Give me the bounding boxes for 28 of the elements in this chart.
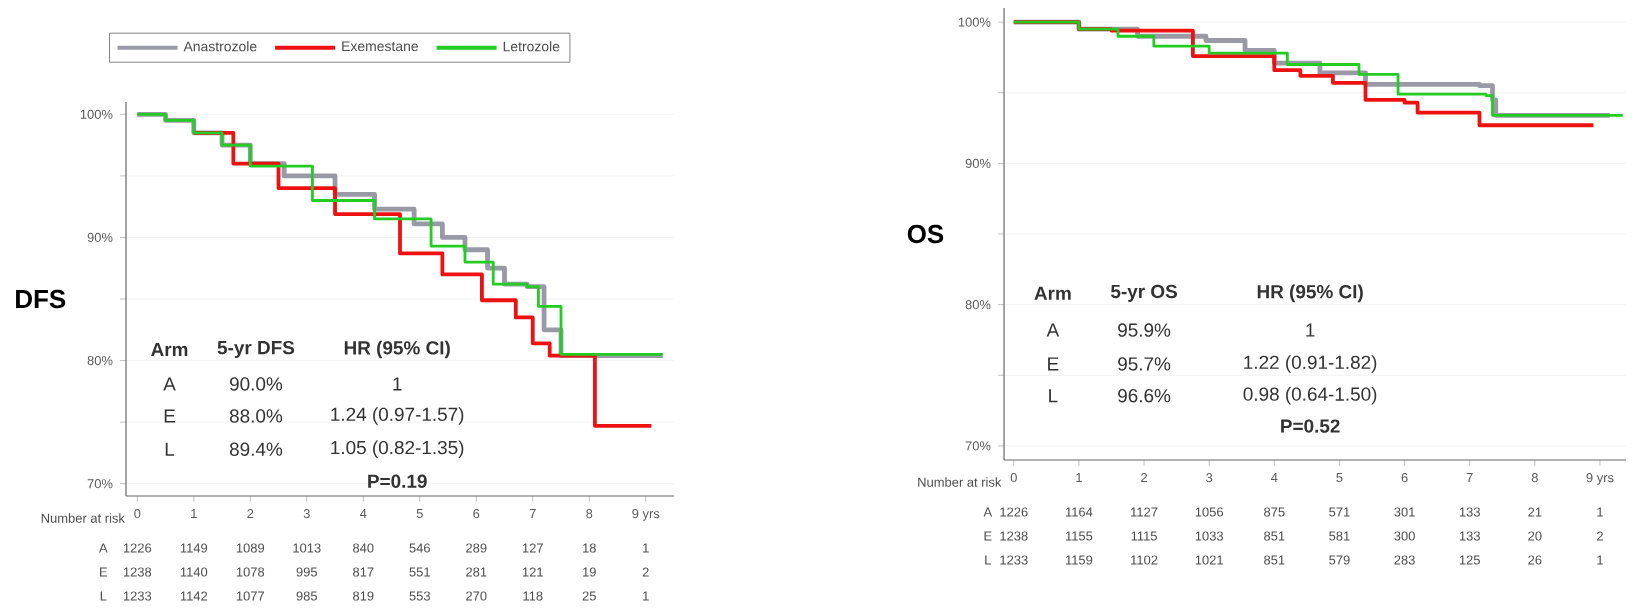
annotation: P=0.19 bbox=[368, 474, 427, 488]
annotation: HR (95% CI) bbox=[1257, 284, 1363, 303]
annotation: E bbox=[164, 409, 176, 423]
annotation: 90.0% bbox=[229, 377, 283, 391]
annotation: 5-yr OS bbox=[1110, 284, 1177, 302]
annotation: 1.22 (0.91-1.82) bbox=[1244, 355, 1377, 373]
y-axis-title: OS bbox=[907, 224, 944, 244]
annotation: E bbox=[1048, 357, 1059, 371]
annotation: Arm bbox=[1034, 286, 1071, 300]
annotation: 1.24 (0.97-1.57) bbox=[331, 407, 464, 425]
annotation: 96.6% bbox=[1118, 389, 1171, 403]
y-axis-title: DFS bbox=[16, 289, 66, 309]
annotation: Arm bbox=[151, 342, 188, 356]
annotation: 88.0% bbox=[229, 409, 283, 423]
annotation: A bbox=[1046, 323, 1060, 337]
annotation: 89.4% bbox=[229, 442, 283, 456]
annotation: L bbox=[165, 442, 175, 456]
annotation: 95.9% bbox=[1118, 323, 1171, 337]
annotation: 1.05 (0.82-1.35) bbox=[331, 440, 464, 459]
annotation: 95.7% bbox=[1118, 357, 1171, 371]
annotation: 5-yr DFS bbox=[217, 340, 295, 359]
annotation: A bbox=[163, 377, 176, 391]
annotation: 1 bbox=[393, 377, 402, 391]
annotation: L bbox=[1049, 389, 1058, 403]
annotation: P=0.52 bbox=[1281, 419, 1340, 433]
annotation: 0.98 (0.64-1.50) bbox=[1243, 386, 1377, 405]
annotation: 1 bbox=[1306, 323, 1315, 337]
annotation: HR (95% CI) bbox=[344, 340, 450, 359]
